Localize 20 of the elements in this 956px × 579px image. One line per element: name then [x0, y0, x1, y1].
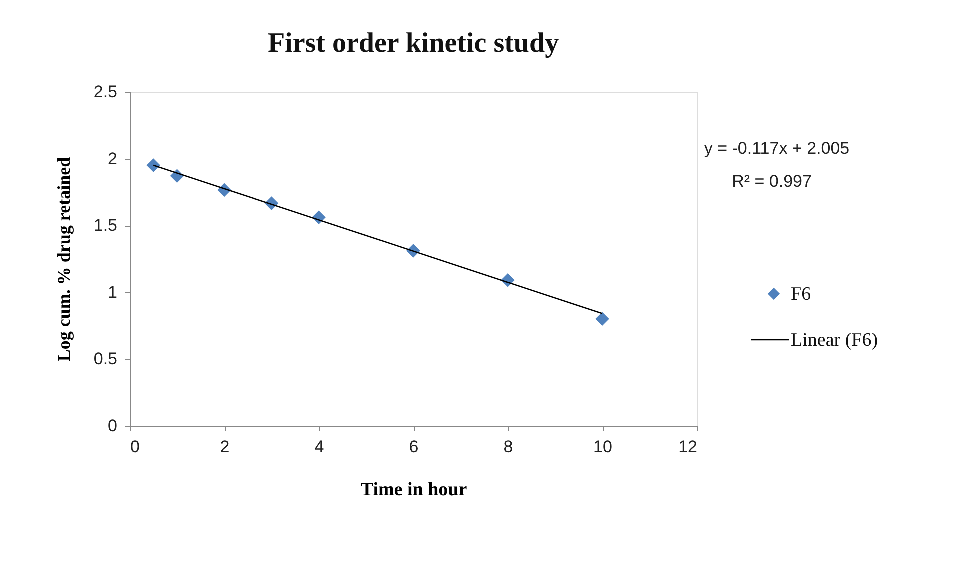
x-tick-label: 0 — [130, 438, 140, 456]
x-tick-label: 6 — [409, 438, 419, 456]
x-axis-title: Time in hour — [360, 480, 468, 500]
text: y = -0.117x + 2.005 — [704, 139, 850, 158]
x-tick-label: 8 — [504, 438, 514, 456]
legend-label: F6 — [791, 284, 812, 305]
y-tick-label: 0.5 — [94, 350, 118, 369]
legend-label: Linear (F6) — [791, 330, 878, 351]
x-tick-label: 4 — [314, 438, 324, 456]
y-tick-label: 1 — [108, 282, 118, 302]
y-axis-title: Log cum. % drug retained — [54, 157, 74, 362]
text: R² = 0.997 — [732, 172, 812, 191]
y-tick-label: 1.5 — [94, 216, 118, 236]
x-tick-label: 2 — [220, 438, 230, 456]
x-tick-label: 12 — [678, 438, 698, 456]
y-tick-label: 0 — [108, 416, 118, 436]
chart-title: First order kinetic study — [268, 28, 560, 59]
y-tick-label: 2 — [108, 149, 118, 168]
x-tick-label: 10 — [594, 438, 612, 456]
y-tick-label: 2.5 — [94, 82, 118, 102]
